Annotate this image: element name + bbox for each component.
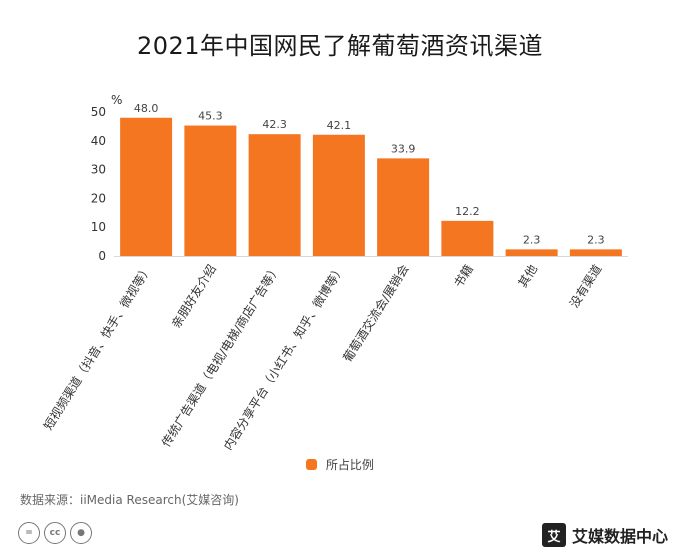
source-note: 数据来源：iiMedia Research(艾媒咨询)	[20, 493, 239, 507]
legend-label: 所占比例	[325, 458, 374, 472]
bar	[312, 134, 365, 256]
y-axis-unit: %	[111, 93, 122, 107]
bar	[377, 158, 430, 256]
bar	[441, 220, 494, 256]
x-axis-labels: 短视频渠道（抖音、快手、微视等） 亲朋好友介绍传统广告渠道（电视/电梯/商店广告等…	[40, 262, 604, 450]
y-axis: 0 10 20 30 40 50%	[91, 93, 628, 263]
license-icons: = cc ●	[18, 522, 92, 544]
watermark-text: 艾媒数据中心	[571, 527, 668, 546]
bar-value-label: 12.2	[455, 205, 480, 218]
bar	[505, 249, 558, 256]
bar	[248, 134, 301, 256]
x-category-label: 传统广告渠道（电视/电梯/商店广告等）	[158, 262, 283, 450]
watermark-logo: 艾 艾媒数据中心	[541, 522, 668, 548]
x-category-label: 葡萄酒交流会/展销会	[340, 262, 412, 365]
y-tick-label: 30	[91, 163, 106, 177]
bar-value-label: 2.3	[523, 233, 541, 246]
y-tick-label: 40	[91, 134, 106, 148]
legend-swatch	[306, 459, 318, 470]
y-tick-label: 20	[91, 191, 106, 205]
y-tick-label: 50	[91, 105, 106, 119]
bar	[184, 125, 237, 256]
bar-value-label: 2.3	[587, 233, 605, 246]
x-category-label: 书籍	[450, 262, 475, 290]
cc-icon: cc	[44, 522, 66, 544]
bar	[120, 117, 173, 256]
person-icon: ●	[70, 522, 92, 544]
watermark-logo-icon: 艾	[541, 523, 566, 547]
bar-value-label: 33.9	[391, 142, 416, 155]
equals-icon: =	[18, 522, 40, 544]
bar-value-label: 45.3	[198, 110, 223, 123]
x-category-label: 其他	[516, 262, 541, 290]
bar	[569, 249, 622, 256]
x-category-label: 短视频渠道（抖音、快手、微视等）	[40, 262, 154, 433]
bar-value-label: 42.3	[262, 118, 287, 131]
chart-title: 2021年中国网民了解葡萄酒资讯渠道	[136, 32, 544, 60]
x-category-label: 内容分享平台（小红书、知乎、微博等）	[220, 262, 347, 450]
x-category-label: 亲朋好友介绍	[169, 262, 219, 330]
y-tick-label: 10	[91, 220, 106, 234]
bar-value-label: 42.1	[327, 119, 352, 132]
bar-chart: 0 10 20 30 40 50% 48.0 45.3 42.3 42.1 33.9 12.2 2.3…	[40, 93, 628, 450]
y-tick-label: 0	[98, 249, 106, 263]
legend: 所占比例	[0, 456, 680, 473]
bar-value-label: 48.0	[134, 102, 159, 115]
x-category-label: 没有渠道	[566, 262, 604, 311]
bars-group: 48.0 45.3 42.3 42.1 33.9 12.2 2.3 2.3	[120, 102, 622, 256]
